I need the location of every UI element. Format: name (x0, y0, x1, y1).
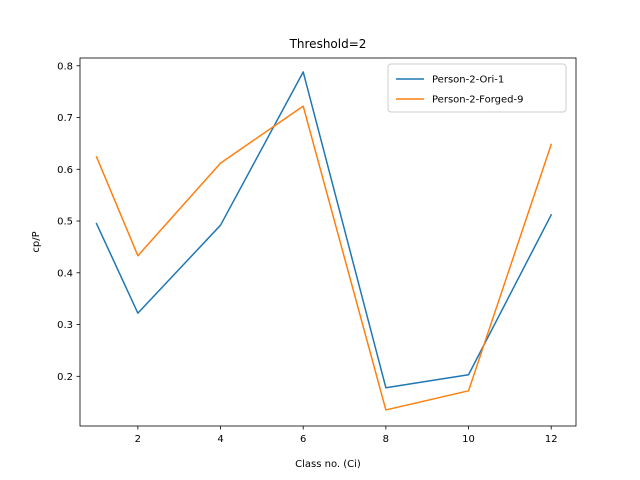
y-tick-label: 0.2 (57, 372, 73, 383)
plot-lines (95, 71, 553, 411)
y-tick-label: 0.6 (57, 165, 73, 176)
y-tick-label: 0.3 (57, 320, 73, 331)
y-axis: 0.2 0.3 0.4 0.5 0.6 0.7 0.8 (57, 61, 80, 383)
x-axis-label: Class no. (Ci) (295, 459, 361, 470)
x-tick-label: 12 (545, 434, 558, 445)
plot-frame (79, 57, 577, 427)
x-tick-label: 6 (300, 434, 306, 445)
legend-box (387, 63, 567, 113)
chart-title: Threshold=2 (289, 37, 367, 51)
y-tick-label: 0.7 (57, 113, 73, 124)
y-tick-label: 0.8 (57, 61, 73, 72)
series-line-1 (95, 71, 553, 389)
x-axis: 2 4 6 8 10 12 (135, 426, 558, 445)
y-tick-label: 0.5 (57, 217, 73, 228)
legend: Person-2-Ori-1 Person-2-Forged-9 (387, 63, 567, 113)
y-tick-label: 0.4 (57, 268, 73, 279)
x-tick-label: 4 (217, 434, 223, 445)
x-tick-label: 8 (383, 434, 389, 445)
legend-label-1: Person-2-Ori-1 (432, 75, 504, 86)
series-line-2 (95, 105, 553, 411)
y-axis-label: cp/P (31, 231, 42, 252)
x-tick-label: 10 (462, 434, 475, 445)
x-tick-label: 2 (135, 434, 141, 445)
legend-label-2: Person-2-Forged-9 (432, 95, 523, 106)
